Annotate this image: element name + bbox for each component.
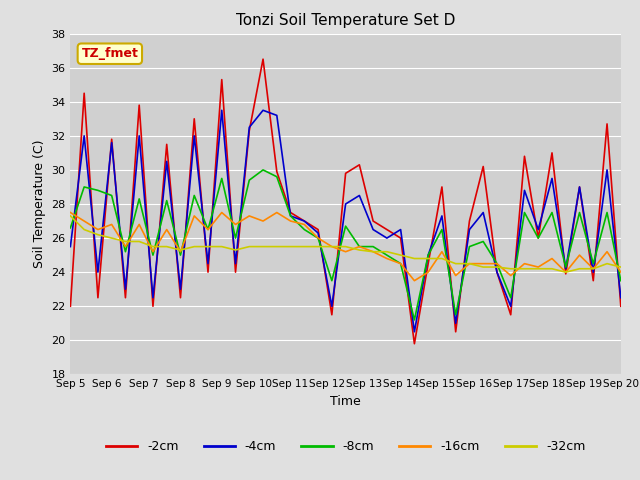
Text: TZ_fmet: TZ_fmet [81,47,138,60]
Legend: -2cm, -4cm, -8cm, -16cm, -32cm: -2cm, -4cm, -8cm, -16cm, -32cm [100,435,591,458]
X-axis label: Time: Time [330,395,361,408]
Title: Tonzi Soil Temperature Set D: Tonzi Soil Temperature Set D [236,13,455,28]
Y-axis label: Soil Temperature (C): Soil Temperature (C) [33,140,45,268]
